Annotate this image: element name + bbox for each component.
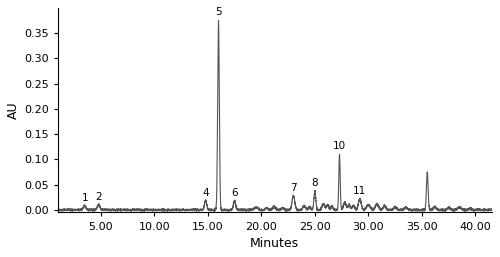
Text: 10: 10 <box>333 141 346 151</box>
Text: 8: 8 <box>312 178 318 188</box>
Text: 4: 4 <box>202 188 209 198</box>
Text: 11: 11 <box>353 186 366 196</box>
Text: 7: 7 <box>290 183 297 193</box>
Text: 6: 6 <box>231 188 238 198</box>
Y-axis label: AU: AU <box>7 101 20 119</box>
Text: 1: 1 <box>82 193 88 203</box>
Text: 5: 5 <box>215 7 222 17</box>
X-axis label: Minutes: Minutes <box>250 237 300 250</box>
Text: 2: 2 <box>96 192 102 202</box>
